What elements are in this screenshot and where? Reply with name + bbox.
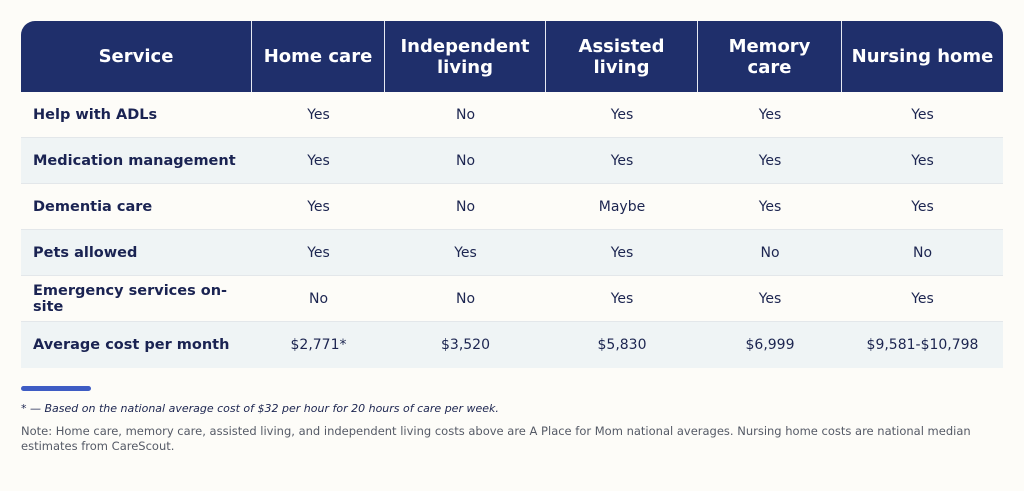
table-row: Dementia care Yes No Maybe Yes Yes xyxy=(21,184,1003,230)
row-label: Help with ADLs xyxy=(21,92,252,138)
table-cell: Yes xyxy=(842,276,1003,322)
table-header-row: Service Home care Independent living Ass… xyxy=(21,21,1003,92)
table-cell: Yes xyxy=(252,184,385,230)
table-cell: Yes xyxy=(698,276,842,322)
source-note: Note: Home care, memory care, assisted l… xyxy=(21,424,971,453)
table-cell: $5,830 xyxy=(546,322,698,368)
table-cell: Maybe xyxy=(546,184,698,230)
table-row: Help with ADLs Yes No Yes Yes Yes xyxy=(21,92,1003,138)
table-cell: Yes xyxy=(546,92,698,138)
table-cell: Yes xyxy=(546,276,698,322)
table-cell: $2,771* xyxy=(252,322,385,368)
table-cell: No xyxy=(842,230,1003,276)
table-cell: No xyxy=(385,138,546,184)
row-label: Dementia care xyxy=(21,184,252,230)
table-cell: Yes xyxy=(842,138,1003,184)
table-cell: $9,581-$10,798 xyxy=(842,322,1003,368)
table-cell: Yes xyxy=(385,230,546,276)
table-cell: $6,999 xyxy=(698,322,842,368)
header-service: Service xyxy=(21,21,252,92)
table-cell: Yes xyxy=(546,138,698,184)
table-cell: $3,520 xyxy=(385,322,546,368)
table-cell: Yes xyxy=(698,184,842,230)
table-row: Average cost per month $2,771* $3,520 $5… xyxy=(21,322,1003,368)
table-row: Emergency services on-site No No Yes Yes… xyxy=(21,276,1003,322)
table-cell: Yes xyxy=(698,138,842,184)
header-independent-living: Independent living xyxy=(385,21,546,92)
row-label: Average cost per month xyxy=(21,322,252,368)
row-label: Pets allowed xyxy=(21,230,252,276)
table-row: Pets allowed Yes Yes Yes No No xyxy=(21,230,1003,276)
table-cell: Yes xyxy=(842,184,1003,230)
table-cell: No xyxy=(385,184,546,230)
care-comparison-table: Service Home care Independent living Ass… xyxy=(21,21,1003,368)
table-cell: Yes xyxy=(546,230,698,276)
header-assisted-living: Assisted living xyxy=(546,21,698,92)
table-cell: No xyxy=(698,230,842,276)
care-comparison-table-wrap: Service Home care Independent living Ass… xyxy=(21,21,1003,368)
table-cell: Yes xyxy=(252,230,385,276)
header-nursing-home: Nursing home xyxy=(842,21,1003,92)
row-label: Medication management xyxy=(21,138,252,184)
table-cell: Yes xyxy=(698,92,842,138)
cost-footnote: * — Based on the national average cost o… xyxy=(21,402,499,415)
table-cell: No xyxy=(252,276,385,322)
table-cell: No xyxy=(385,276,546,322)
table-row: Medication management Yes No Yes Yes Yes xyxy=(21,138,1003,184)
table-cell: Yes xyxy=(252,138,385,184)
table-cell: Yes xyxy=(842,92,1003,138)
table-cell: No xyxy=(385,92,546,138)
accent-divider xyxy=(21,386,91,391)
header-home-care: Home care xyxy=(252,21,385,92)
table-cell: Yes xyxy=(252,92,385,138)
row-label: Emergency services on-site xyxy=(21,276,252,322)
header-memory-care: Memory care xyxy=(698,21,842,92)
